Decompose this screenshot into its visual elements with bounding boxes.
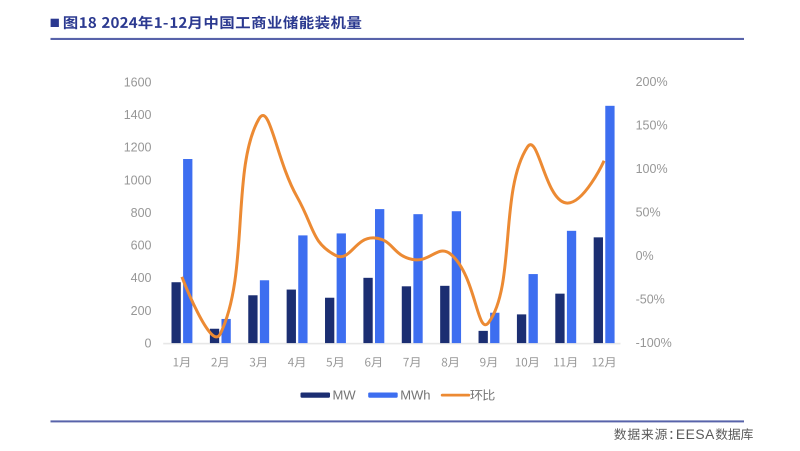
svg-text:200: 200 [131, 304, 152, 318]
svg-text:600: 600 [131, 239, 152, 253]
svg-text:800: 800 [131, 206, 152, 220]
svg-text:0%: 0% [636, 249, 654, 263]
svg-text:-50%: -50% [636, 293, 665, 307]
svg-text:1600: 1600 [124, 75, 152, 89]
svg-text:1200: 1200 [124, 141, 152, 155]
svg-text:1000: 1000 [124, 173, 152, 187]
svg-text:1400: 1400 [124, 108, 152, 122]
svg-text:MWh: MWh [400, 388, 430, 403]
svg-text:100%: 100% [636, 162, 668, 176]
svg-text:400: 400 [131, 271, 152, 285]
svg-text:150%: 150% [636, 118, 668, 132]
svg-text:-100%: -100% [636, 336, 672, 350]
svg-text:MW: MW [333, 388, 357, 403]
svg-text:0: 0 [145, 337, 152, 351]
svg-text:200%: 200% [636, 75, 668, 89]
svg-text:EESA: EESA [676, 427, 715, 442]
svg-text:50%: 50% [636, 205, 661, 219]
